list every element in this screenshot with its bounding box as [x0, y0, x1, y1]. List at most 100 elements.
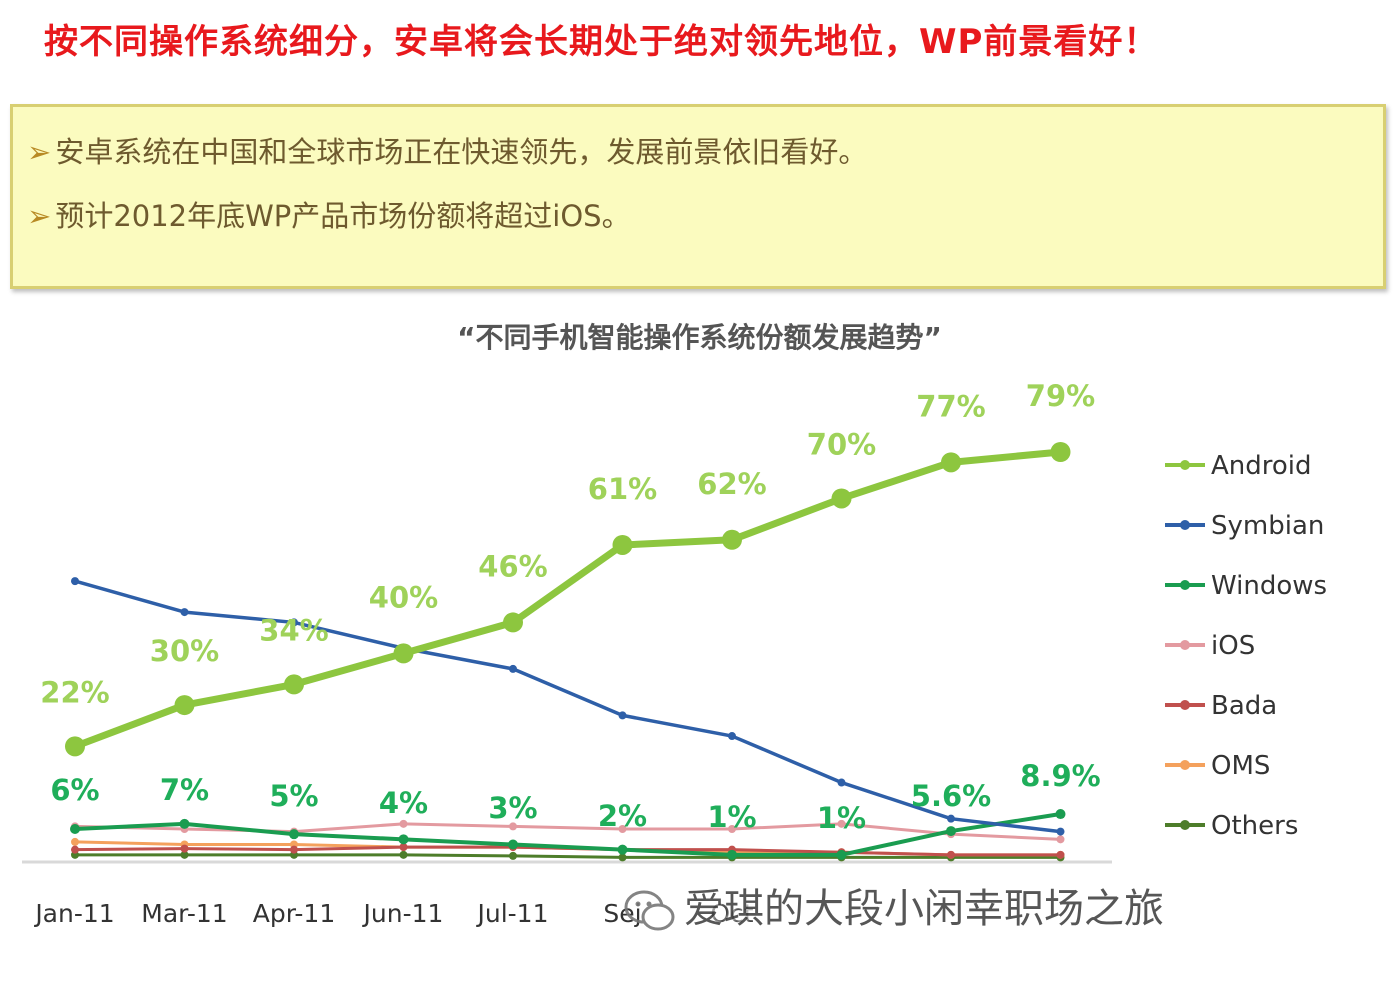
legend-marker-ios [1180, 640, 1190, 650]
legend-label-android: Android [1211, 451, 1312, 481]
data-label-windows: 1% [817, 801, 866, 835]
data-point-symbian [1056, 827, 1065, 836]
data-point-symbian [618, 711, 627, 720]
data-point-ios [1056, 835, 1065, 844]
data-point-android [612, 534, 633, 555]
data-point-bada [947, 850, 955, 859]
data-point-windows [179, 818, 190, 829]
legend-marker-windows [1180, 580, 1190, 590]
data-point-windows [398, 834, 409, 845]
data-label-windows: 4% [379, 786, 428, 820]
legend-marker-others [1180, 820, 1190, 830]
series-line-android [73, 448, 1061, 750]
legend-label-oms: OMS [1211, 751, 1270, 781]
callout-box: ➢ 安卓系统在中国和全球市场正在快速领先，发展前景依旧看好。 ➢ 预计2012年底W… [10, 104, 1386, 289]
data-point-symbian [509, 664, 517, 673]
legend-marker-bada [1180, 700, 1190, 710]
data-point-others [180, 850, 189, 859]
data-point-ios [399, 819, 408, 828]
data-point-others [618, 853, 627, 862]
x-tick-label: Jan-11 [33, 899, 114, 928]
x-tick-label: Sej [603, 899, 641, 928]
data-label-android: 70% [807, 427, 876, 461]
x-tick-label: Mar-11 [141, 899, 227, 928]
legend-label-symbian: Symbian [1211, 511, 1324, 541]
bullet-arrow-icon: ➢ [27, 135, 52, 169]
callout-text-1: 安卓系统在中国和全球市场正在快速领先，发展前景依旧看好。 [55, 135, 868, 169]
data-point-android [174, 695, 195, 716]
data-point-windows [1055, 809, 1066, 820]
data-point-ios [837, 819, 846, 828]
callout-line-2: ➢ 预计2012年底WP产品市场份额将超过iOS。 [27, 193, 631, 235]
chart-title: “不同手机智能操作系统份额发展趋势” [457, 321, 942, 354]
data-point-symbian [180, 608, 189, 617]
legend-label-ios: iOS [1211, 631, 1255, 661]
series-line-symbian [74, 579, 1061, 834]
data-label-android: 34% [259, 613, 328, 647]
data-label-android: 30% [150, 634, 219, 668]
legend-marker-symbian [1180, 520, 1190, 530]
data-point-android [941, 452, 961, 473]
data-point-windows [70, 824, 80, 835]
watermark-text: 爱琪的大段小闲幸职场之旅 [684, 886, 1164, 932]
data-point-android [1050, 442, 1071, 462]
data-label-windows: 7% [160, 773, 209, 807]
data-point-others [399, 850, 408, 859]
data-point-oms [71, 837, 79, 846]
data-label-windows: 8.9% [1020, 759, 1100, 793]
data-label-android: 77% [916, 389, 985, 423]
data-label-windows: 1% [707, 800, 756, 834]
data-point-symbian [290, 618, 298, 627]
data-label-windows: 6% [50, 773, 99, 807]
data-point-bada [399, 843, 408, 852]
data-point-others [509, 851, 517, 860]
bullet-arrow-icon: ➢ [27, 199, 52, 233]
watermark: 爱琪的大段小闲幸职场之旅 [622, 876, 1164, 946]
series-line-windows [74, 812, 1061, 857]
data-point-android [65, 736, 85, 757]
data-point-android [831, 488, 852, 509]
x-tick-label: Jun-11 [362, 899, 444, 928]
data-point-bada [290, 845, 298, 854]
data-label-windows: 5.6% [911, 779, 991, 813]
callout-line-1: ➢ 安卓系统在中国和全球市场正在快速领先，发展前景依旧看好。 [27, 129, 867, 171]
data-point-windows [727, 849, 737, 860]
data-label-android: 22% [40, 675, 109, 709]
x-tick-label: Jul-11 [476, 899, 549, 928]
data-point-android [722, 529, 742, 550]
series-line-others [75, 853, 1061, 859]
legend-marker-android [1180, 460, 1190, 470]
data-label-android: 61% [588, 472, 657, 506]
data-label-android: 79% [1026, 379, 1095, 413]
legend-label-bada: Bada [1211, 691, 1277, 721]
data-point-symbian [728, 732, 736, 741]
legend-label-windows: Windows [1211, 571, 1327, 601]
data-label-windows: 3% [488, 791, 537, 825]
callout-text-2: 预计2012年底WP产品市场份额将超过iOS。 [55, 199, 631, 233]
data-point-windows [289, 829, 299, 840]
headline: 按不同操作系统细分，安卓将会长期处于绝对领先地位，WP前景看好！ [44, 22, 1159, 62]
data-point-symbian [837, 778, 846, 787]
data-point-windows [508, 839, 518, 850]
data-point-windows [617, 844, 628, 855]
data-label-android: 40% [369, 580, 438, 614]
data-point-android [503, 612, 523, 633]
line-chart: 22% 30% 34% 40% 46% 61% 62% 70% 77% 79% 6% 7% 5% 4% 3%… [22, 379, 1327, 928]
data-label-windows: 2% [598, 799, 647, 833]
x-tick-label: Apr-11 [253, 899, 335, 928]
data-point-android [393, 643, 414, 664]
data-point-ios [728, 825, 736, 834]
data-point-windows [836, 849, 847, 860]
legend-label-others: Others [1211, 811, 1298, 841]
data-point-symbian [71, 577, 79, 586]
data-point-bada [71, 845, 79, 854]
data-point-bada [180, 844, 189, 853]
data-point-windows [946, 826, 956, 837]
data-label-android: 46% [478, 549, 547, 583]
data-point-bada [1056, 850, 1065, 859]
data-label-windows: 5% [269, 779, 318, 813]
data-point-ios [509, 822, 517, 831]
data-point-symbian [947, 814, 955, 823]
chat-bubble-icon [624, 890, 675, 931]
data-label-android: 62% [697, 467, 766, 501]
